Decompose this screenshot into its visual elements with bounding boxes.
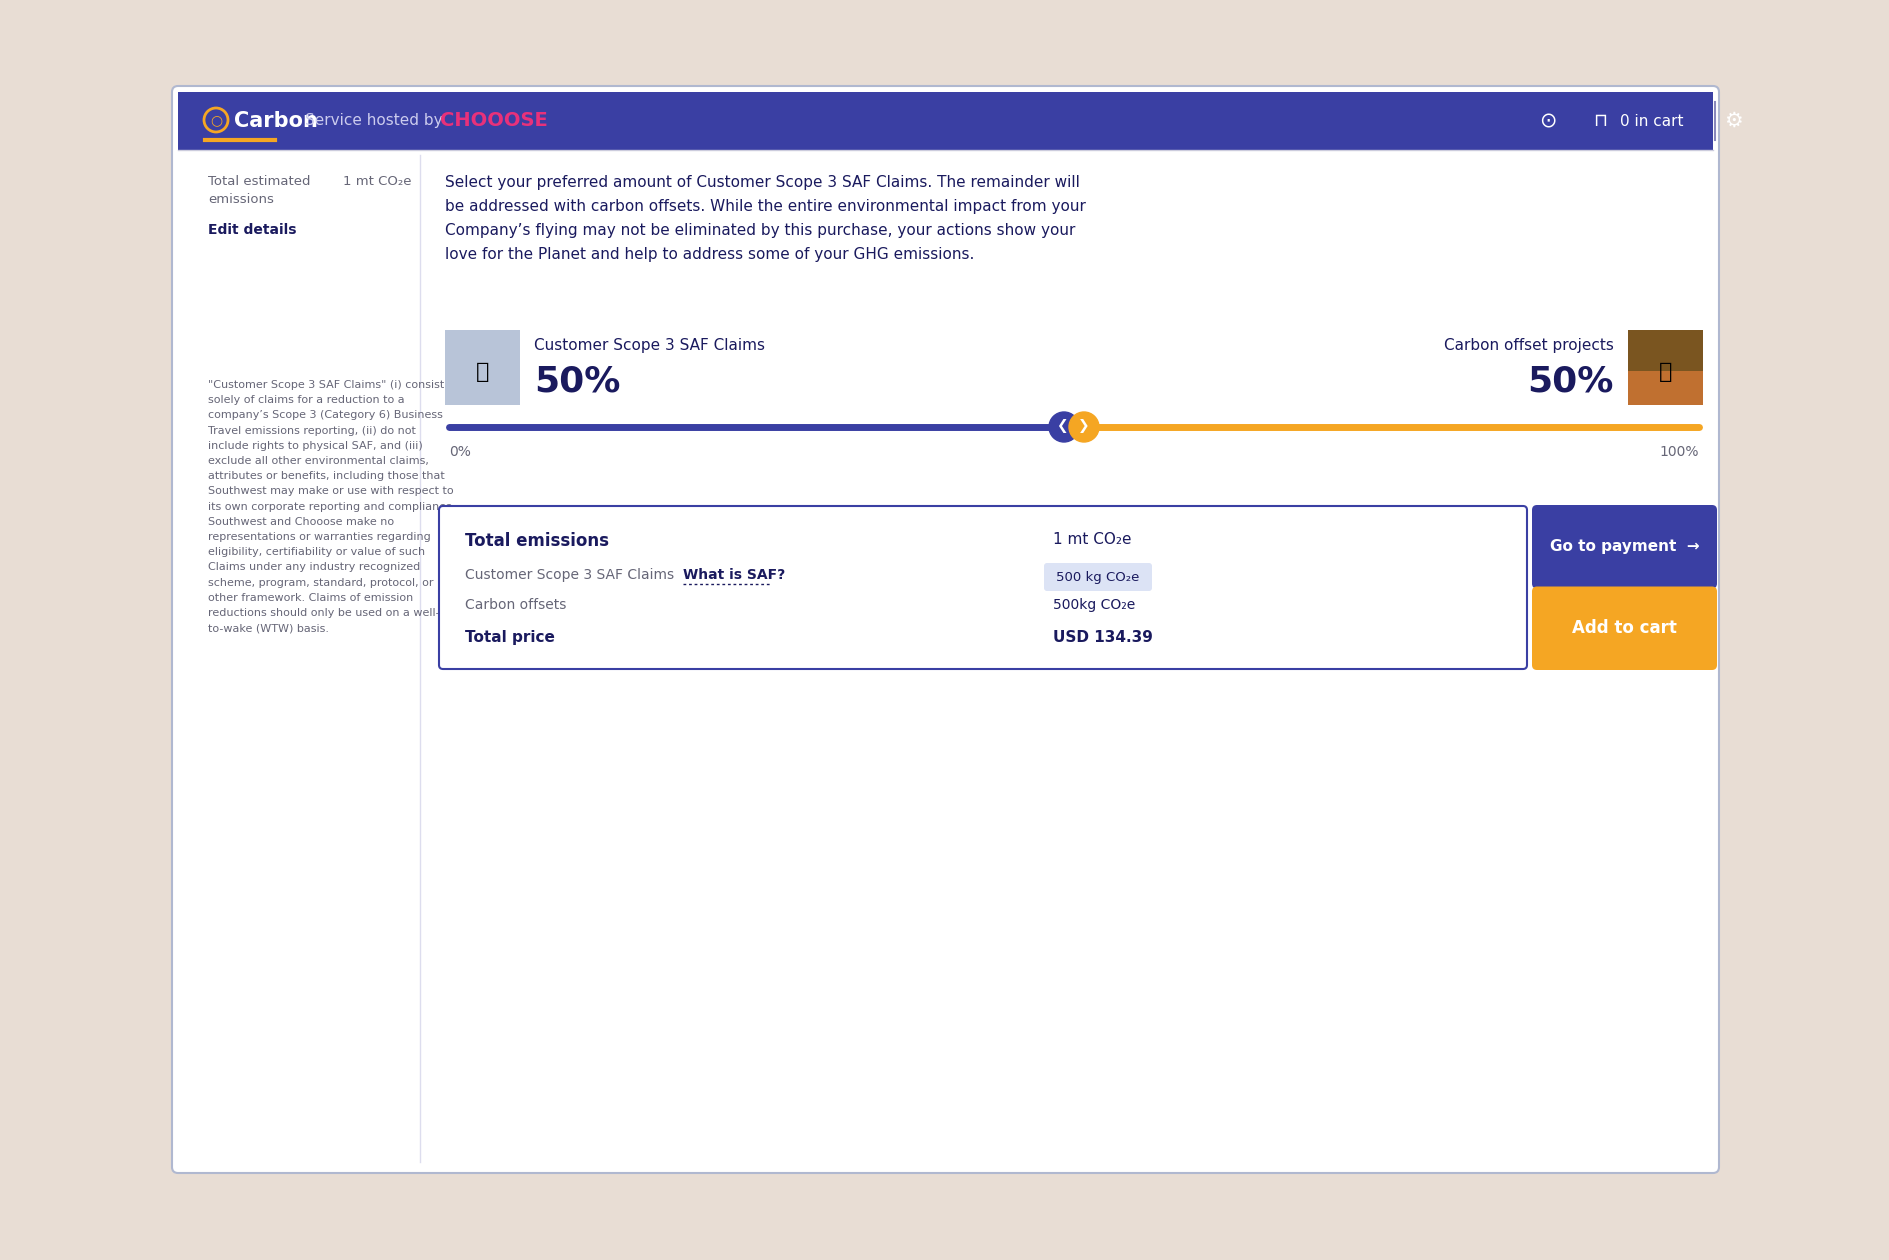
Text: 500kg CO₂e: 500kg CO₂e: [1052, 598, 1135, 612]
Text: Total estimated
emissions: Total estimated emissions: [208, 175, 310, 205]
Text: What is SAF?: What is SAF?: [682, 568, 784, 582]
Text: Customer Scope 3 SAF Claims: Customer Scope 3 SAF Claims: [465, 568, 674, 582]
Text: 0%: 0%: [450, 445, 470, 459]
Text: "Customer Scope 3 SAF Claims" (i) consist
solely of claims for a reduction to a
: "Customer Scope 3 SAF Claims" (i) consis…: [208, 381, 455, 634]
FancyBboxPatch shape: [1043, 563, 1152, 591]
Text: 50%: 50%: [535, 365, 620, 399]
FancyBboxPatch shape: [438, 507, 1526, 669]
Text: ○: ○: [210, 113, 221, 127]
Text: 0 in cart: 0 in cart: [1619, 113, 1683, 129]
FancyBboxPatch shape: [172, 86, 1719, 1173]
FancyBboxPatch shape: [1532, 586, 1715, 670]
Text: Add to cart: Add to cart: [1572, 619, 1676, 638]
Text: 100%: 100%: [1659, 445, 1698, 459]
Text: Carbon offsets: Carbon offsets: [465, 598, 567, 612]
Text: 500 kg CO₂e: 500 kg CO₂e: [1056, 571, 1139, 583]
Text: CHOOOSE: CHOOOSE: [440, 111, 548, 131]
Text: USD 134.39: USD 134.39: [1052, 630, 1152, 645]
Text: ❯: ❯: [1077, 420, 1090, 433]
Text: Total emissions: Total emissions: [465, 532, 608, 551]
Bar: [178, 92, 1711, 150]
FancyBboxPatch shape: [1532, 505, 1715, 588]
FancyBboxPatch shape: [444, 330, 519, 404]
Text: 50%: 50%: [1526, 365, 1613, 399]
Text: 1 mt CO₂e: 1 mt CO₂e: [342, 175, 412, 188]
Text: Customer Scope 3 SAF Claims: Customer Scope 3 SAF Claims: [535, 338, 765, 353]
Circle shape: [1048, 412, 1079, 442]
Circle shape: [1069, 412, 1098, 442]
Text: ⚙: ⚙: [1723, 111, 1742, 131]
Text: Total price: Total price: [465, 630, 555, 645]
Text: Go to payment  →: Go to payment →: [1549, 539, 1698, 554]
Text: ⊙: ⊙: [1538, 111, 1557, 131]
Text: Carbon offset projects: Carbon offset projects: [1443, 338, 1613, 353]
Text: Carbon: Carbon: [234, 111, 317, 131]
Text: ⊓: ⊓: [1592, 112, 1606, 130]
Text: Edit details: Edit details: [208, 223, 297, 237]
FancyBboxPatch shape: [1626, 330, 1702, 404]
Text: 1 mt CO₂e: 1 mt CO₂e: [1052, 532, 1132, 547]
Text: ❮: ❮: [1056, 420, 1067, 433]
Text: Service hosted by: Service hosted by: [304, 113, 442, 129]
Text: 🌅: 🌅: [1659, 362, 1672, 382]
Text: 🚛: 🚛: [476, 362, 489, 382]
FancyBboxPatch shape: [1626, 372, 1702, 404]
Text: Select your preferred amount of Customer Scope 3 SAF Claims. The remainder will
: Select your preferred amount of Customer…: [444, 175, 1086, 262]
